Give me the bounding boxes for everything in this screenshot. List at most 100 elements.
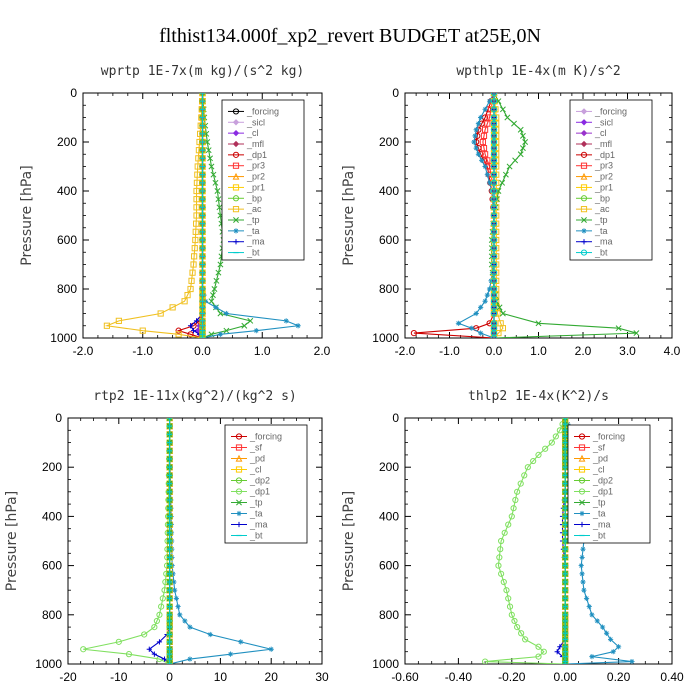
data-point <box>190 261 197 268</box>
y-axis-label: Pressure [hPa] <box>341 165 357 265</box>
legend-marker <box>578 444 586 451</box>
data-point <box>210 171 217 178</box>
x-tick-label: 2.0 <box>314 344 331 358</box>
y-tick-label: 0 <box>55 411 62 425</box>
legend-marker <box>578 433 586 440</box>
data-point <box>475 151 482 157</box>
data-point <box>253 328 259 334</box>
data-point <box>490 187 498 195</box>
data-point <box>517 151 524 158</box>
legend-label: _forcing <box>592 432 625 442</box>
data-point <box>156 639 163 645</box>
legend-label: _cl <box>246 128 259 138</box>
legend-label: _pd <box>249 454 265 464</box>
data-point <box>512 496 519 504</box>
data-point <box>166 661 173 664</box>
y-axis-label: Pressure [hPa] <box>341 491 357 591</box>
legend-label: _tp <box>246 215 260 225</box>
legend-marker <box>232 140 240 148</box>
data-point <box>542 445 549 452</box>
data-point <box>479 138 486 146</box>
legend-label: _forcing <box>246 106 279 116</box>
data-point <box>217 310 224 317</box>
legend-label: _sicl <box>246 117 265 127</box>
data-point <box>208 163 215 170</box>
data-point <box>472 133 478 139</box>
data-point <box>115 317 122 324</box>
data-point <box>208 298 215 305</box>
data-point <box>552 433 559 440</box>
legend-label: _cl <box>594 128 607 138</box>
data-point <box>562 661 569 664</box>
legend-marker <box>232 184 240 191</box>
data-point <box>490 151 498 158</box>
legend-label: _bt <box>592 531 606 541</box>
legend-marker <box>579 499 585 506</box>
data-point <box>535 451 542 458</box>
x-tick-label: 2.0 <box>575 344 592 358</box>
legend-marker <box>232 108 240 115</box>
legend-label: _ma <box>592 520 611 530</box>
data-point <box>469 325 475 331</box>
data-point <box>486 180 493 186</box>
x-tick-label: 10 <box>214 670 228 684</box>
data-point <box>484 120 491 127</box>
y-tick-label: 200 <box>57 135 77 149</box>
legend-label: _tp <box>594 215 608 225</box>
data-point <box>486 98 493 104</box>
data-point <box>511 617 518 625</box>
data-point <box>151 624 158 631</box>
data-point <box>473 145 479 151</box>
data-point <box>484 292 490 298</box>
data-point <box>610 649 616 655</box>
data-point <box>151 651 157 657</box>
panel-wprtp: wprtp 1E-7x(m kg)/(s^2 kg) Pressure [hPa]… <box>19 64 331 358</box>
data-point <box>479 157 485 163</box>
legend-label: _ta <box>592 509 606 519</box>
data-point <box>187 656 193 662</box>
data-point <box>579 554 585 560</box>
legend-label: _pd <box>592 454 608 464</box>
data-point <box>518 630 525 637</box>
legend-label: _dp1 <box>592 487 613 497</box>
legend-label: _mfl <box>246 139 264 149</box>
data-point <box>633 330 640 337</box>
data-point <box>175 327 182 334</box>
legend-label: _pr2 <box>594 172 613 182</box>
legend-marker <box>232 119 240 126</box>
data-point <box>103 322 111 329</box>
series-group <box>80 418 274 664</box>
data-point <box>508 513 515 520</box>
legend-label: _forcing <box>249 432 282 442</box>
legend-marker <box>232 195 240 202</box>
data-point <box>581 587 587 593</box>
data-point <box>502 171 509 178</box>
x-tick-label: 1.0 <box>254 344 271 358</box>
data-point <box>490 236 498 244</box>
legend-label: _pr1 <box>246 182 265 192</box>
data-point <box>213 304 219 310</box>
data-point <box>295 323 301 329</box>
data-point <box>175 604 181 610</box>
data-point <box>175 331 182 338</box>
legend-label: _cl <box>592 465 605 475</box>
legend-marker <box>581 228 587 234</box>
data-point <box>170 571 176 577</box>
data-point <box>490 179 498 186</box>
data-point <box>490 269 498 276</box>
data-point <box>192 236 199 244</box>
data-point <box>484 172 490 178</box>
data-point <box>578 563 584 569</box>
data-point <box>495 562 502 569</box>
legend-marker <box>232 151 240 158</box>
data-point <box>139 327 146 334</box>
data-point <box>579 571 585 577</box>
x-tick-label: 3.0 <box>619 344 636 358</box>
legend-marker <box>579 510 585 517</box>
data-point <box>475 121 482 127</box>
data-point <box>211 286 218 292</box>
data-point <box>498 570 505 577</box>
data-point <box>490 204 498 211</box>
data-point <box>173 595 179 601</box>
legend-marker <box>233 217 239 223</box>
